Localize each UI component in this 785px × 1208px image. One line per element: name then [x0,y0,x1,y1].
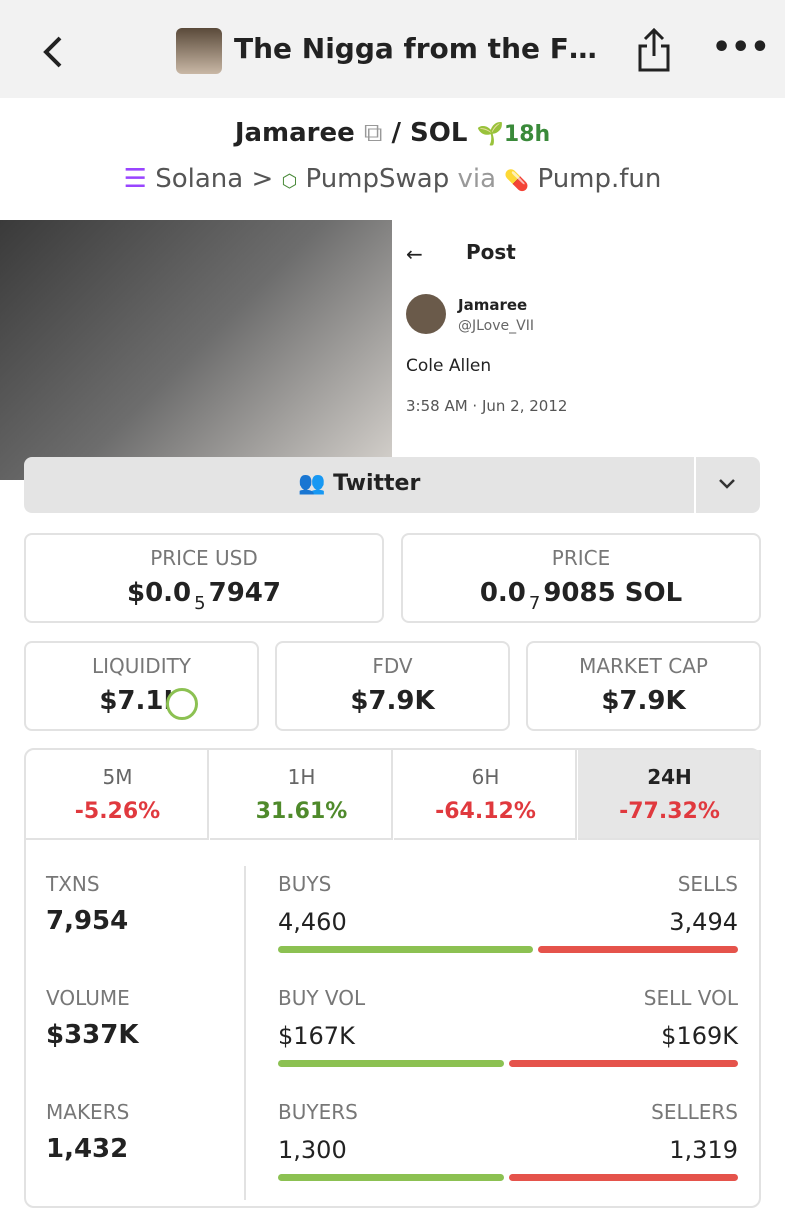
price-digits: 7947 [208,578,281,608]
price-zeros: 5 [194,593,206,614]
chain[interactable]: Solana [155,164,244,194]
buy-bar [278,1174,504,1181]
split-left-label: BUYERS [278,1100,358,1124]
split-right-label: SELLERS [651,1100,738,1124]
post-text: Cole Allen [406,356,492,376]
metric-value: $7.9K [350,686,435,716]
tab-change: -5.26% [74,799,161,824]
via: via [457,164,497,194]
post-handle: @JLove_VII [458,318,534,334]
back-button[interactable] [40,34,66,70]
dex[interactable]: PumpSwap [305,164,450,194]
buy-bar [278,1060,505,1067]
metric-value: $7.1K [99,686,184,716]
share-button[interactable] [636,26,672,74]
split-left-value: 1,300 [278,1136,347,1164]
timeframe-tab[interactable] [210,750,393,840]
price-zeros: 7 [528,593,541,614]
base-token: Jamaree [234,118,355,148]
split-left-label: BUYS [278,872,332,896]
price-label: PRICE [551,546,611,570]
tab-label: 6H [471,765,500,789]
price-prefix: $0.0 [127,578,192,608]
split-left-value: $167K [278,1022,355,1050]
metric-label: FDV [372,654,413,678]
price-label: PRICE USD [150,546,258,570]
tab-label: 1H [287,765,316,789]
sell-bar [538,946,738,953]
price-prefix: 0.0 [479,578,526,608]
post-name: Jamaree [458,296,528,314]
metric-box [24,641,259,731]
metric-label: MARKET CAP [579,654,708,678]
split-right-value: 3,494 [669,908,738,936]
tab-label: 24H [647,765,692,789]
metric-value: $7.9K [601,686,686,716]
tab-label: 5M [102,765,133,789]
price-value: 0.0 7 9085 SOL [401,578,761,614]
tab-change: -77.32% [619,799,720,824]
token-avatar [176,28,222,74]
post-time: 3:58 AM · Jun 2, 2012 [406,397,568,415]
divider [244,866,246,1200]
route-line: ☰ Solana > ⬡ PumpSwap via 💊 Pump.fun [123,164,662,194]
tab-change: 31.61% [255,799,348,824]
quote-token: SOL [410,118,468,148]
banner-post: ← Post Jamaree @JLove_VII Cole Allen 3:5… [392,220,785,480]
banner-photo [0,220,392,480]
timeframe-tab[interactable] [578,750,761,840]
more-button[interactable]: ••• [712,30,770,65]
twitter-label: Twitter [333,471,421,496]
nav-title: The Nigga from the F… [234,32,597,65]
split-right-label: SELL VOL [643,986,738,1010]
pair-line: Jamaree ⧉ / SOL 🌱18h [234,118,551,148]
dropdown[interactable] [718,477,736,491]
age: 18h [503,122,551,147]
price-value: $0.0 5 7947 [24,578,384,614]
tab-change: -64.12% [435,799,536,824]
metric-box [526,641,761,731]
separator: / [391,118,401,148]
sell-bar [508,1174,738,1181]
stat-label: MAKERS [46,1100,130,1124]
stat-label: VOLUME [46,986,130,1010]
stat-value: $337K [46,1020,139,1050]
timeframe-tab[interactable] [394,750,577,840]
stat-value: 1,432 [46,1134,129,1164]
metric-box [275,641,510,731]
stat-value: 7,954 [46,906,129,936]
stat-label: TXNS [46,872,100,896]
route-sep: > [251,164,274,194]
metric-label: LIQUIDITY [91,654,192,678]
timeframe-tab[interactable] [26,750,209,840]
price-box [401,533,761,623]
split-left-label: BUY VOL [278,986,366,1010]
pair-age: 🌱18h [476,122,551,147]
price-digits: 9085 SOL [543,578,683,608]
buy-bar [278,946,534,953]
split-right-value: 1,319 [669,1136,738,1164]
split-left-value: 4,460 [278,908,347,936]
split-right-label: SELLS [677,872,738,896]
post-heading: Post [466,240,516,264]
sell-bar [509,1060,738,1067]
launchpad[interactable]: Pump.fun [537,164,662,194]
lock-icon [166,688,198,720]
price-box [24,533,384,623]
split-right-value: $169K [661,1022,738,1050]
twitter-button[interactable]: 👥 Twitter [24,457,760,513]
